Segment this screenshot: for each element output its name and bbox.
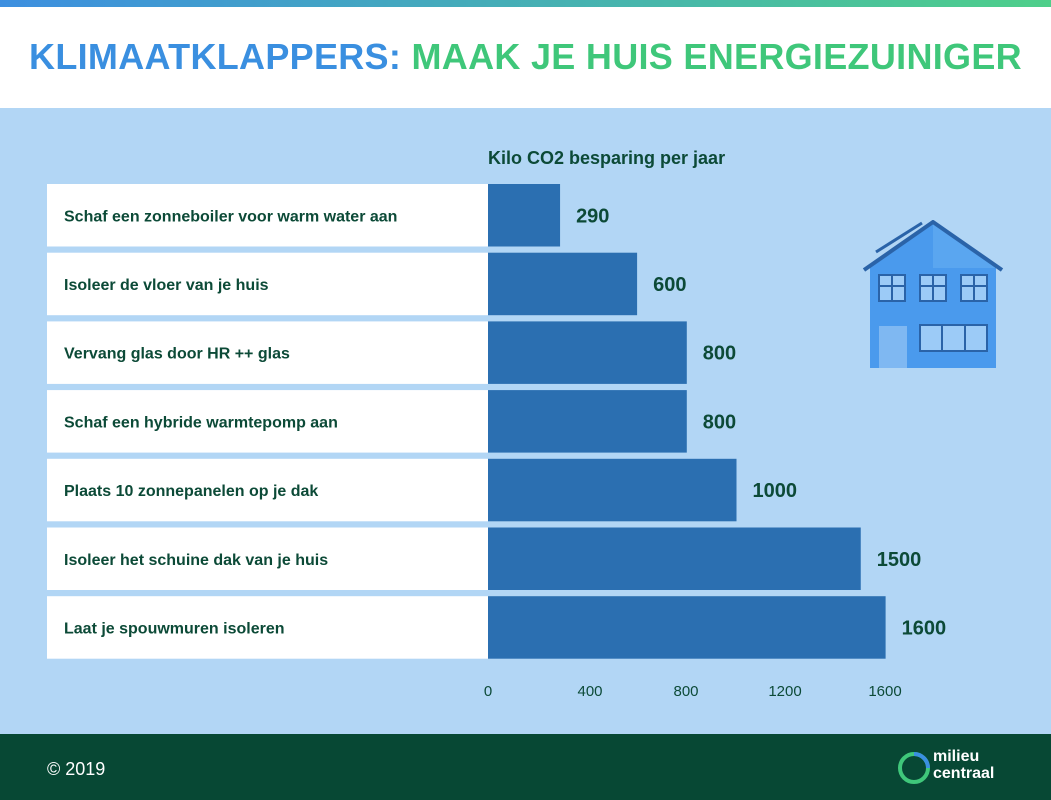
category-label-box [47,321,488,384]
top-accent-strip [0,0,1051,7]
data-label: 800 [703,343,736,365]
header [0,7,1051,108]
category-label: Plaats 10 zonnepanelen op je dak [64,483,318,500]
house-icon [862,220,1004,368]
bar [488,184,561,247]
bar [488,458,737,522]
category-label: Isoleer het schuine dak van je huis [64,552,328,569]
data-label: 600 [653,274,686,296]
logo-ring-icon [898,752,930,784]
bar [488,527,861,590]
logo-line-2: centraal [933,765,995,782]
category-label: Laat je spouwmuren isoleren [64,620,285,637]
x-tick-label: 400 [577,683,602,700]
category-label: Isoleer de vloer van je huis [64,277,269,294]
bar [488,252,638,316]
x-tick-label: 0 [484,683,492,700]
copyright: © 2019 [47,759,106,779]
data-label: 800 [703,411,736,433]
data-label: 1000 [753,480,798,502]
footer [0,734,1051,800]
chart-title: Kilo CO2 besparing per jaar [488,148,725,168]
title-part-1: KLIMAATKLAPPERS: [29,36,402,77]
bar [488,321,687,384]
x-tick-label: 1200 [768,683,801,700]
category-label: Schaf een hybride warmtepomp aan [64,414,338,431]
page-title: KLIMAATKLAPPERS: MAAK JE HUIS ENERGIEZUI… [0,36,1051,78]
bar [488,596,886,659]
category-label-box [47,390,488,453]
category-label-box [47,252,488,316]
category-label-box [47,458,488,522]
x-tick-label: 800 [673,683,698,700]
category-label: Schaf een zonneboiler voor warm water aa… [64,208,397,225]
milieu-centraal-logo: milieu centraal [897,748,1017,788]
data-label: 1600 [902,617,947,639]
logo-text: milieu centraal [933,748,994,782]
title-part-2: MAAK JE HUIS ENERGIEZUINIGER [411,36,1022,77]
category-label-box [47,527,488,590]
category-label-box [47,184,488,247]
category-label: Vervang glas door HR ++ glas [64,346,290,363]
data-label: 1500 [877,549,922,571]
bar [488,390,687,453]
category-label-box [47,596,488,659]
x-tick-label: 1600 [868,683,901,700]
logo-line-1: milieu [933,748,980,765]
data-label: 290 [576,205,609,227]
